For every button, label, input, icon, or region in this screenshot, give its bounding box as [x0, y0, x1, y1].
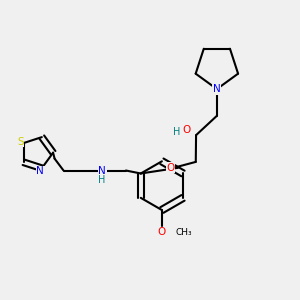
Text: N: N: [213, 84, 221, 94]
Text: O: O: [158, 227, 166, 237]
Text: O: O: [167, 163, 175, 173]
Text: H: H: [173, 127, 180, 137]
Text: CH₃: CH₃: [175, 228, 192, 237]
Text: N: N: [36, 166, 44, 176]
Text: O: O: [182, 125, 191, 135]
Text: N: N: [98, 166, 106, 176]
Text: S: S: [17, 136, 24, 147]
Text: H: H: [98, 175, 106, 185]
